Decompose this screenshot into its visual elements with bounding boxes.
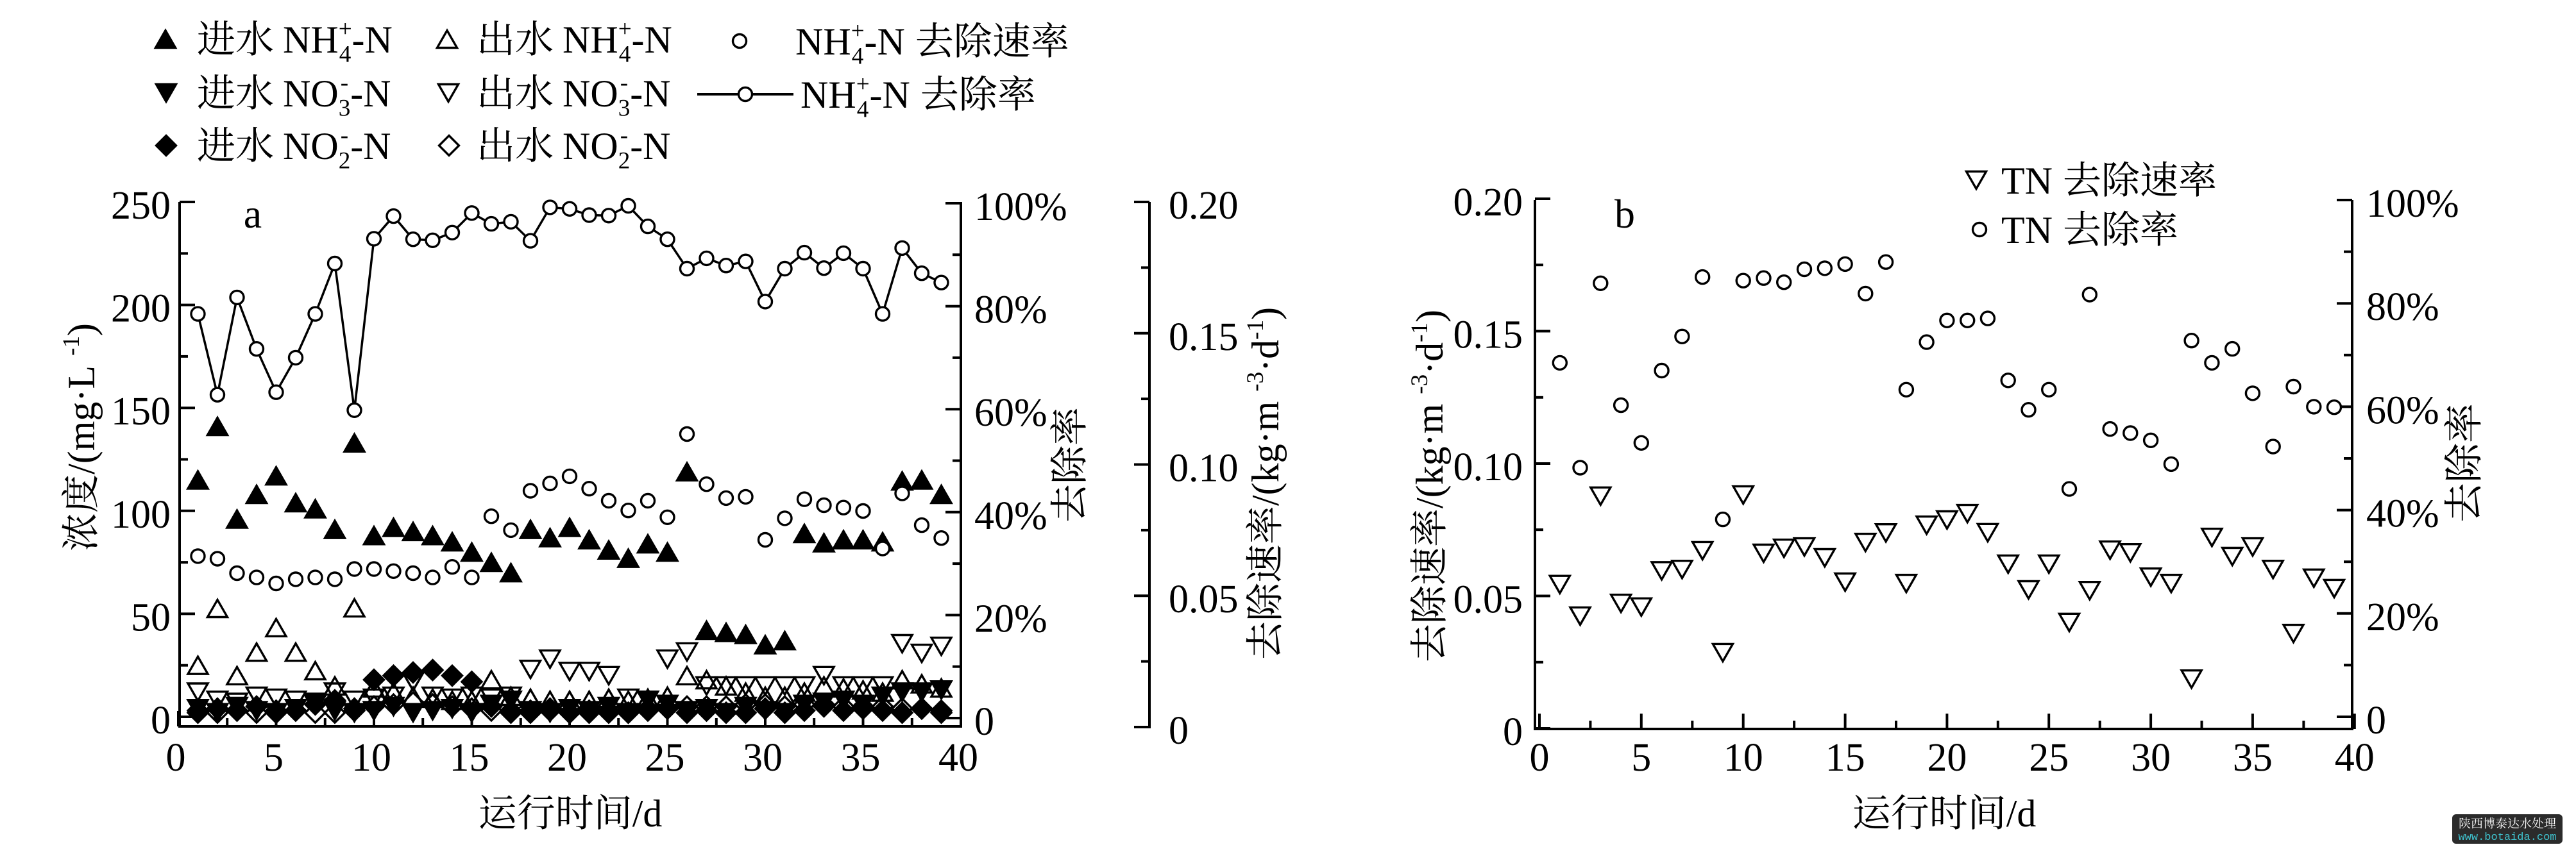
svg-text:100: 100 bbox=[111, 493, 171, 537]
svg-text:NO: NO bbox=[283, 125, 339, 167]
svg-text:-N: -N bbox=[630, 125, 670, 167]
svg-text:0.15: 0.15 bbox=[1453, 314, 1523, 357]
svg-text:/d: /d bbox=[2006, 792, 2037, 835]
svg-text:TN: TN bbox=[2001, 160, 2053, 202]
svg-text:NO: NO bbox=[283, 72, 339, 115]
svg-text:NO: NO bbox=[563, 72, 618, 115]
svg-text:): ) bbox=[1244, 307, 1287, 320]
svg-text:100%: 100% bbox=[2366, 182, 2459, 226]
svg-text:15: 15 bbox=[450, 736, 489, 780]
svg-text:40: 40 bbox=[938, 736, 978, 780]
svg-text:20%: 20% bbox=[974, 597, 1047, 640]
svg-text:TN: TN bbox=[2001, 209, 2053, 251]
svg-text:+: + bbox=[339, 16, 352, 42]
svg-text:b: b bbox=[1614, 191, 1635, 237]
svg-text:5: 5 bbox=[264, 736, 284, 780]
svg-text:0: 0 bbox=[1503, 710, 1523, 754]
svg-text:3: 3 bbox=[618, 95, 631, 121]
svg-text:4: 4 bbox=[852, 43, 864, 69]
svg-text:2: 2 bbox=[618, 147, 631, 174]
svg-text:15: 15 bbox=[1826, 736, 1865, 780]
svg-text:0: 0 bbox=[1169, 709, 1189, 753]
svg-text:-: - bbox=[620, 122, 628, 149]
svg-text:-3: -3 bbox=[1407, 374, 1433, 394]
svg-text:40: 40 bbox=[2335, 736, 2375, 780]
svg-text:·d: ·d bbox=[1244, 340, 1287, 372]
svg-text:10: 10 bbox=[352, 736, 391, 780]
svg-text:-: - bbox=[341, 70, 348, 96]
svg-text:-N: -N bbox=[870, 74, 910, 116]
svg-text:-1: -1 bbox=[58, 336, 85, 356]
svg-text:50: 50 bbox=[131, 596, 171, 639]
svg-text:a: a bbox=[244, 191, 262, 237]
svg-text:-3: -3 bbox=[1242, 372, 1269, 392]
svg-text:20%: 20% bbox=[2366, 596, 2439, 639]
svg-text:3: 3 bbox=[339, 95, 351, 121]
svg-text:200: 200 bbox=[111, 287, 171, 331]
svg-text:NH: NH bbox=[563, 19, 618, 61]
svg-text:0.05: 0.05 bbox=[1169, 578, 1239, 621]
svg-text:150: 150 bbox=[111, 390, 171, 433]
svg-text:20: 20 bbox=[1927, 736, 1967, 780]
svg-text:-: - bbox=[620, 70, 628, 96]
svg-text:·d: ·d bbox=[1409, 342, 1451, 374]
svg-text:0.10: 0.10 bbox=[1169, 447, 1239, 490]
svg-text:10: 10 bbox=[1724, 736, 1763, 780]
svg-text:-: - bbox=[341, 122, 348, 149]
svg-text:-N: -N bbox=[630, 72, 670, 115]
svg-text:NH: NH bbox=[283, 19, 339, 61]
svg-text:35: 35 bbox=[841, 736, 881, 780]
svg-text:-N: -N bbox=[632, 19, 672, 61]
svg-text:-N: -N bbox=[350, 125, 391, 167]
svg-text:0: 0 bbox=[166, 736, 186, 780]
svg-text:20: 20 bbox=[547, 736, 587, 780]
svg-text:0: 0 bbox=[151, 699, 171, 742]
svg-text:0.20: 0.20 bbox=[1453, 181, 1523, 224]
svg-text:+: + bbox=[851, 18, 865, 44]
svg-text:2: 2 bbox=[339, 147, 351, 174]
svg-text:25: 25 bbox=[2029, 736, 2069, 780]
svg-text:0.20: 0.20 bbox=[1169, 184, 1239, 228]
svg-text:40%: 40% bbox=[974, 494, 1047, 538]
svg-text:30: 30 bbox=[743, 736, 783, 780]
svg-text:NH: NH bbox=[801, 74, 856, 116]
svg-text:): ) bbox=[1409, 310, 1451, 322]
svg-text:4: 4 bbox=[857, 96, 869, 122]
svg-text:80%: 80% bbox=[2366, 285, 2439, 329]
svg-text:+: + bbox=[856, 71, 870, 97]
svg-text:5: 5 bbox=[1631, 736, 1651, 780]
svg-text:30: 30 bbox=[2131, 736, 2171, 780]
svg-text:/(kg·m: /(kg·m bbox=[1409, 404, 1451, 508]
svg-text:-1: -1 bbox=[1242, 320, 1269, 340]
svg-text:100%: 100% bbox=[974, 185, 1067, 229]
svg-text:/(mg·L: /(mg·L bbox=[60, 365, 103, 474]
svg-text:250: 250 bbox=[111, 184, 171, 228]
svg-text:/d: /d bbox=[632, 792, 663, 835]
svg-text:0.10: 0.10 bbox=[1453, 446, 1523, 489]
svg-text:NO: NO bbox=[563, 125, 618, 167]
svg-text:0: 0 bbox=[2366, 699, 2386, 742]
svg-text:4: 4 bbox=[339, 41, 352, 67]
svg-text:0.15: 0.15 bbox=[1169, 315, 1239, 359]
svg-text:-N: -N bbox=[865, 21, 905, 63]
svg-text:/(kg·m: /(kg·m bbox=[1244, 401, 1287, 506]
svg-text:35: 35 bbox=[2233, 736, 2273, 780]
svg-text:-N: -N bbox=[352, 19, 393, 61]
svg-text:80%: 80% bbox=[974, 289, 1047, 332]
svg-text:4: 4 bbox=[619, 41, 631, 67]
svg-text:www.botaida.com: www.botaida.com bbox=[2458, 832, 2556, 844]
svg-text:0: 0 bbox=[1530, 736, 1550, 780]
svg-text:40%: 40% bbox=[2366, 492, 2439, 536]
svg-text:25: 25 bbox=[645, 736, 685, 780]
svg-text:60%: 60% bbox=[974, 391, 1047, 435]
svg-text:60%: 60% bbox=[2366, 389, 2439, 432]
svg-text:-N: -N bbox=[350, 72, 391, 115]
svg-text:): ) bbox=[60, 323, 103, 336]
svg-text:+: + bbox=[618, 16, 632, 42]
svg-text:NH: NH bbox=[795, 21, 851, 63]
svg-text:-1: -1 bbox=[1407, 322, 1433, 342]
svg-text:0.05: 0.05 bbox=[1453, 578, 1523, 622]
svg-text:0: 0 bbox=[974, 700, 994, 744]
